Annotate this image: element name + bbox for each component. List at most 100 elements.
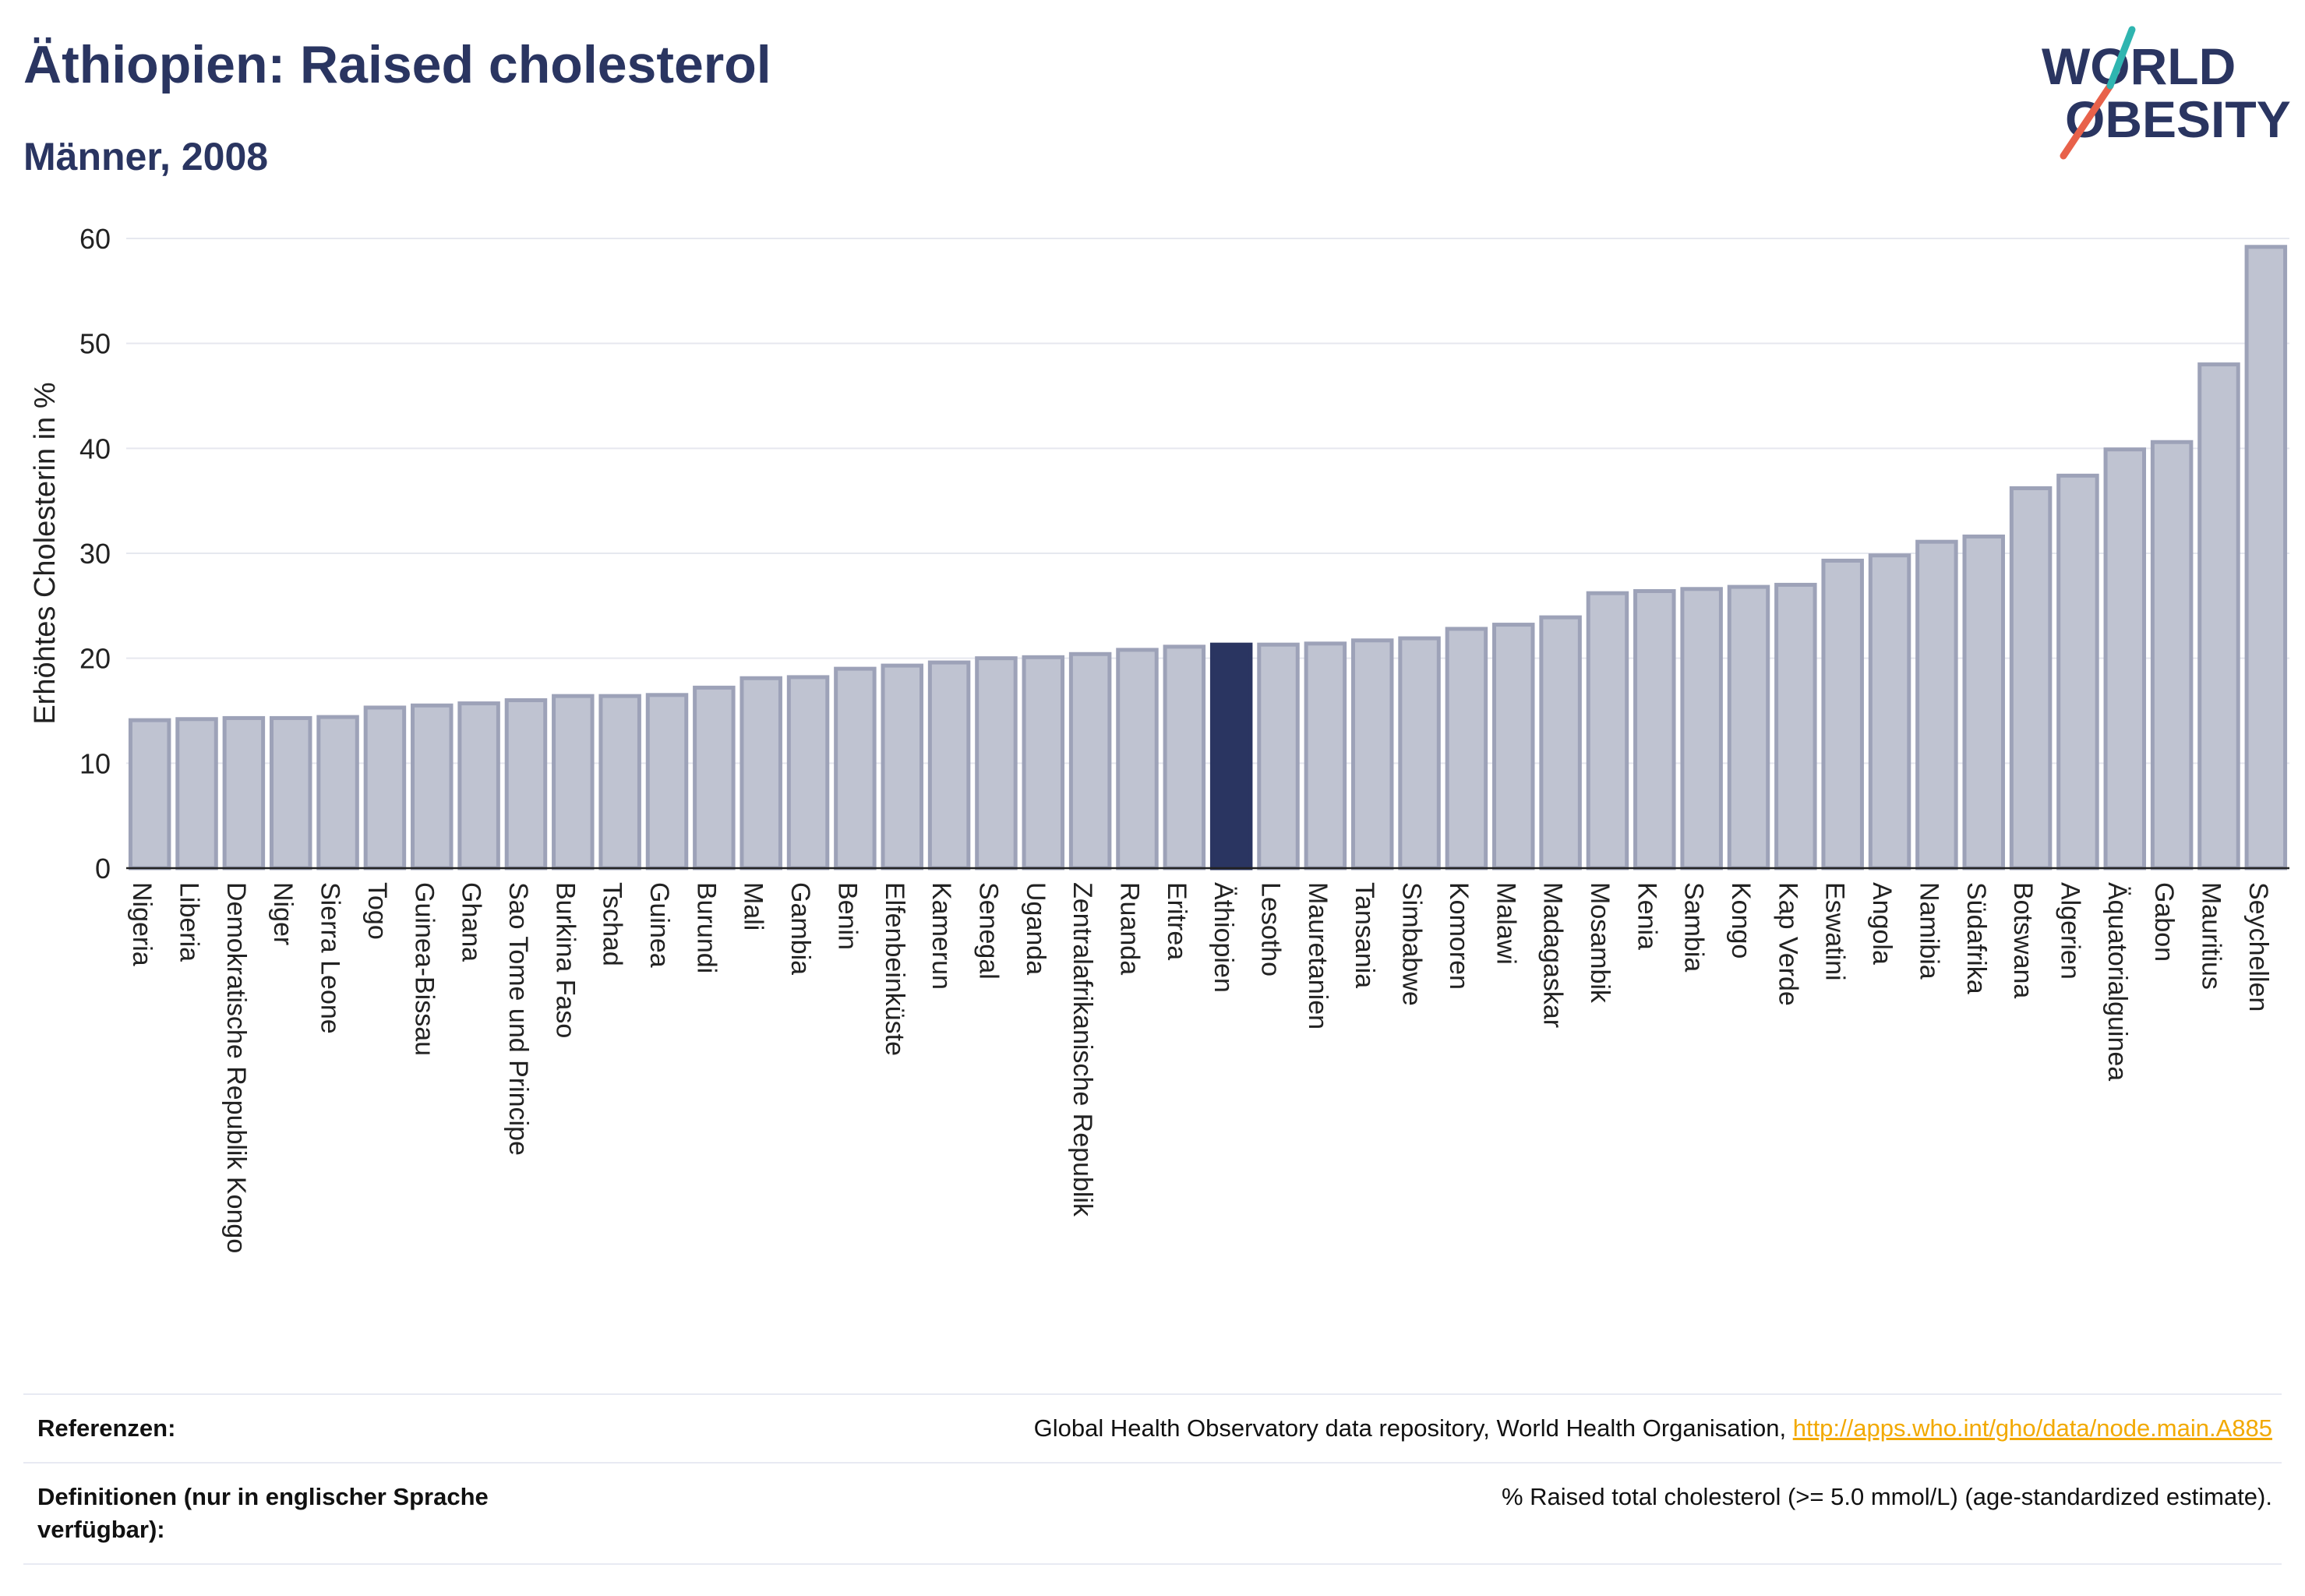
bar-äquatorialguinea[interactable] [2103, 447, 2147, 870]
definitions-label: Definitionen (nur in englischer Sprache … [37, 1482, 489, 1543]
bar-eswatini[interactable] [1821, 558, 1864, 870]
y-tick-label: 0 [95, 853, 111, 885]
definitions-value: % Raised total cholesterol (>= 5.0 mmol/… [1501, 1482, 2272, 1510]
bar-südafrika[interactable] [1962, 534, 2005, 870]
bar-gambia[interactable] [786, 675, 830, 870]
bar-gabon[interactable] [2150, 440, 2194, 870]
y-axis-title: Erhöhtes Cholesterin in % [29, 382, 62, 724]
x-tick-label: Angola [1867, 882, 1897, 965]
definitions-row: Definitionen (nur in englischer Sprache … [23, 1461, 2282, 1565]
bar-zentralafrikanische-republik[interactable] [1068, 651, 1112, 870]
bar-guinea[interactable] [645, 693, 689, 870]
x-tick-label: Tschad [598, 882, 627, 966]
x-tick-label: Malawi [1491, 882, 1520, 965]
bar-lesotho[interactable] [1257, 642, 1300, 870]
logo-word-world: WORLD [2042, 37, 2236, 95]
x-tick-label: Liberia [175, 882, 204, 962]
world-obesity-logo[interactable]: WORLD OBESITY [2026, 22, 2291, 162]
bar-madagaskar[interactable] [1539, 615, 1582, 870]
bar-seychellen[interactable] [2244, 245, 2288, 870]
x-tick-label: Ghana [457, 882, 486, 962]
x-tick-label: Benin [832, 882, 862, 950]
bar-angola[interactable] [1868, 553, 1911, 870]
x-tick-label: Mali [739, 882, 768, 930]
references-link[interactable]: http://apps.who.int/gho/data/node.main.A… [1792, 1414, 2272, 1442]
bar-burkina-faso[interactable] [552, 694, 595, 870]
y-tick-label: 60 [79, 223, 111, 255]
y-tick-label: 20 [79, 643, 111, 675]
bar-tschad[interactable] [598, 694, 641, 870]
bar-kenia[interactable] [1633, 588, 1676, 870]
x-tick-label: Sao Tome und Principe [503, 882, 533, 1156]
references-row: Referenzen: Global Health Observatory da… [23, 1393, 2282, 1462]
bar-mali[interactable] [740, 676, 782, 870]
bar-namibia[interactable] [1915, 539, 1958, 870]
references-text: Global Health Observatory data repositor… [1033, 1414, 1787, 1442]
bars [128, 245, 2288, 870]
bar-ghana[interactable] [457, 701, 500, 870]
x-tick-label: Kamerun [927, 882, 956, 990]
x-tick-label: Burundi [691, 882, 721, 973]
bar-algerien[interactable] [2056, 473, 2099, 870]
y-tick-label: 50 [79, 328, 111, 360]
logo-slash-teal [2106, 26, 2136, 90]
logo-slash-red [2060, 82, 2114, 160]
bar-kongo[interactable] [1727, 584, 1770, 870]
x-tick-label: Burkina Faso [550, 882, 580, 1038]
x-tick-label: Eritrea [1162, 882, 1191, 960]
bar-mauretanien[interactable] [1304, 641, 1347, 870]
bar-mauritius[interactable] [2197, 362, 2240, 870]
x-tick-label: Äquatorialguinea [2102, 882, 2132, 1081]
bar-uganda[interactable] [1022, 655, 1065, 870]
x-tick-label: Komoren [1444, 882, 1474, 990]
bar-ruanda[interactable] [1116, 648, 1159, 870]
bar-sambia[interactable] [1680, 587, 1723, 870]
x-tick-label: Eswatini [1820, 882, 1850, 981]
bar-benin[interactable] [834, 666, 877, 870]
chart-title: Äthiopien: Raised cholesterol [23, 35, 771, 94]
x-tick-label: Kenia [1632, 882, 1661, 950]
bar-demokratische-republik-kongo[interactable] [222, 715, 266, 870]
y-tick-label: 40 [79, 433, 111, 464]
y-tick-label: 30 [79, 538, 111, 570]
x-tick-label: Gabon [2149, 882, 2179, 962]
x-tick-label: Uganda [1021, 882, 1050, 975]
bar-sierra-leone[interactable] [316, 715, 359, 870]
bar-guinea-bissau[interactable] [411, 703, 454, 870]
x-tick-label: Kongo [1726, 882, 1756, 959]
bar-botswana[interactable] [2009, 486, 2053, 870]
footer: Referenzen: Global Health Observatory da… [23, 1393, 2282, 1565]
bar-liberia[interactable] [175, 717, 218, 870]
bar-kap-verde[interactable] [1774, 582, 1817, 870]
bar-kamerun[interactable] [927, 660, 971, 870]
bar-burundi[interactable] [693, 685, 736, 870]
bar-tansania[interactable] [1350, 638, 1394, 870]
x-tick-label: Seychellen [2243, 882, 2273, 1012]
bar-nigeria[interactable] [128, 718, 171, 870]
bar-mosambik[interactable] [1586, 591, 1629, 870]
x-tick-label: Niger [268, 882, 298, 945]
x-tick-label: Mauritius [2196, 882, 2226, 990]
bar-äthiopien[interactable] [1209, 642, 1253, 870]
x-tick-label: Sierra Leone [316, 882, 345, 1034]
bar-niger[interactable] [269, 715, 312, 870]
references-label: Referenzen: [37, 1414, 176, 1442]
bar-malawi[interactable] [1492, 623, 1535, 870]
chart-subtitle: Männer, 2008 [23, 135, 269, 178]
bar-senegal[interactable] [975, 656, 1018, 870]
bar-elfenbeinküste[interactable] [881, 663, 923, 870]
x-tick-label: Demokratische Republik Kongo [221, 882, 251, 1253]
x-tick-label: Simbabwe [1397, 882, 1427, 1006]
bar-komoren[interactable] [1445, 627, 1488, 870]
bar-eritrea[interactable] [1163, 644, 1206, 870]
y-axis-ticks: 0 10 20 30 40 50 60 [79, 223, 111, 885]
y-tick-label: 10 [79, 747, 111, 779]
x-tick-label: Nigeria [127, 882, 157, 966]
bar-togo[interactable] [363, 705, 407, 870]
bar-sao-tome-und-principe[interactable] [504, 698, 548, 870]
x-tick-label: Gambia [785, 882, 815, 975]
x-tick-label: Mauretanien [1303, 882, 1333, 1029]
bar-simbabwe[interactable] [1398, 636, 1441, 870]
x-tick-label: Senegal [973, 882, 1003, 980]
x-tick-label: Botswana [2008, 882, 2038, 998]
